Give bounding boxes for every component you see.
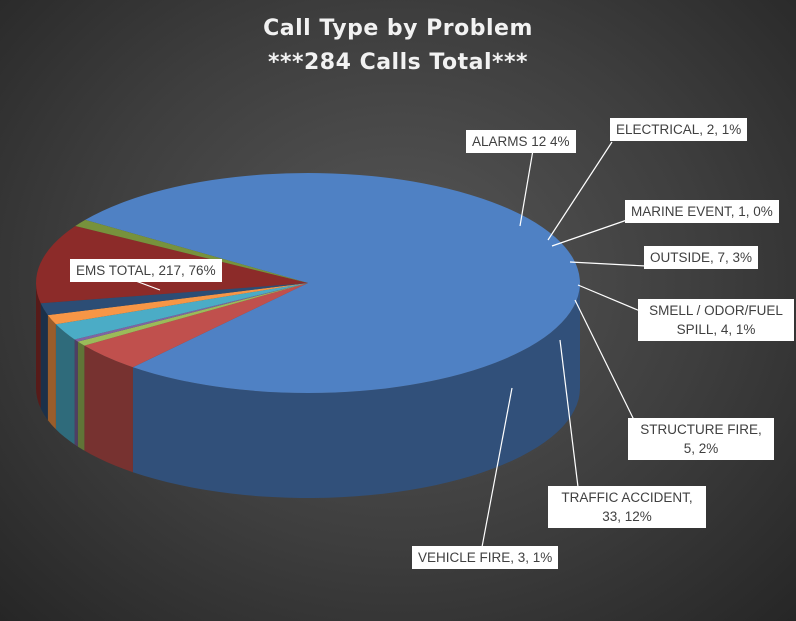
- data-label-ems-total: EMS TOTAL, 217, 76%: [70, 259, 222, 282]
- pie-slice-vehicle-fire: [75, 219, 308, 283]
- leader-line-outside: [569, 261, 647, 267]
- data-label-smell-odor-fuel-spill: SMELL / ODOR/FUEL SPILL, 4, 1%: [638, 299, 794, 341]
- chart-subtitle: ***284 Calls Total***: [267, 50, 529, 75]
- pie-slice-electrical: [77, 283, 308, 346]
- pie-slice-alarms: [84, 283, 309, 368]
- pie-side-marine-event: [74, 339, 78, 447]
- pie-slice-ems-total: [85, 173, 580, 394]
- data-label-structure-fire: STRUCTURE FIRE, 5, 2%: [628, 418, 774, 460]
- chart-title: Call Type by Problem: [263, 16, 533, 41]
- data-label-outside: OUTSIDE, 7, 3%: [644, 246, 759, 269]
- leader-line-alarms: [519, 149, 534, 227]
- leader-line-marine-event: [551, 219, 628, 247]
- leader-line-electrical: [547, 141, 613, 241]
- pie-side-electrical: [77, 341, 85, 451]
- data-label-marine-event: MARINE EVENT, 1, 0%: [625, 200, 779, 223]
- leader-line-traffic-accident: [559, 339, 579, 488]
- data-label-vehicle-fire: VEHICLE FIRE, 3, 1%: [412, 546, 559, 569]
- pie-slice-outside: [55, 283, 309, 340]
- pie-slice-structure-fire: [40, 283, 308, 316]
- pie-side-traffic-accident: [36, 283, 41, 409]
- data-label-traffic-accident: TRAFFIC ACCIDENT, 33, 12%: [548, 486, 706, 528]
- data-label-alarms: ALARMS 12 4%: [466, 130, 576, 153]
- data-label-electrical: ELECTRICAL, 2, 1%: [610, 118, 748, 141]
- leader-line-vehicle-fire: [481, 387, 513, 548]
- pie-slice-smell-odor-fuel-spill: [47, 283, 309, 325]
- pie-side-structure-fire: [40, 303, 48, 421]
- pie-side-smell-odor-fuel-spill: [47, 315, 56, 430]
- pie-side-outside: [55, 324, 75, 445]
- leader-line-structure-fire: [574, 299, 635, 421]
- leader-line-smell-odor-fuel-spill: [577, 284, 641, 312]
- pie-side-ems-total: [132, 283, 580, 498]
- pie-slice-marine-event: [74, 283, 308, 342]
- pie-side-alarms: [84, 345, 133, 473]
